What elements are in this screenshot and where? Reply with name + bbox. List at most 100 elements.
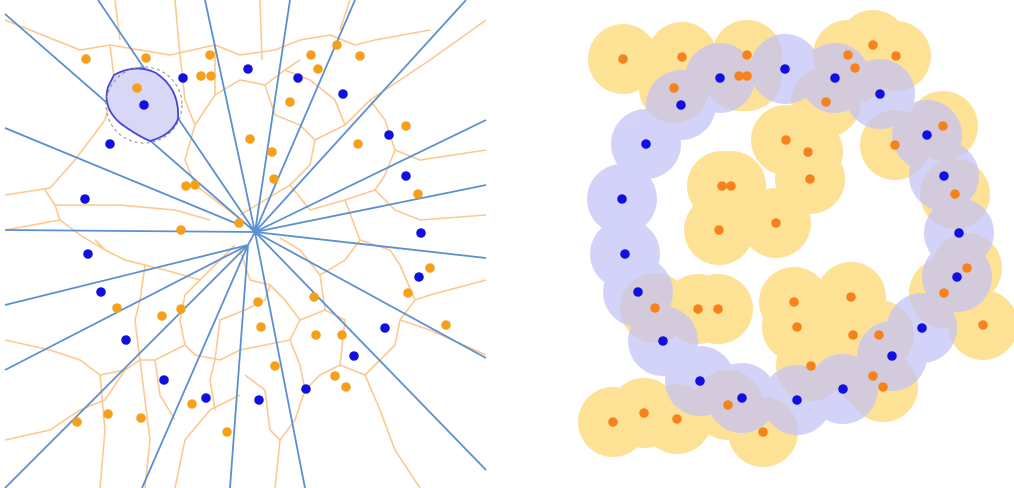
orange-point	[285, 97, 295, 107]
orange-point	[309, 292, 319, 302]
blue-point	[121, 335, 131, 345]
orange-point	[401, 121, 411, 131]
orange-point	[337, 330, 347, 340]
blue-line-edge	[4, 244, 249, 371]
voronoi-edge	[174, 394, 241, 488]
orange-point	[332, 40, 342, 50]
voronoi-edge	[99, 374, 106, 488]
orange-center	[846, 292, 856, 302]
orange-center	[805, 174, 815, 184]
orange-center	[639, 408, 649, 418]
disk-union-panel	[575, 0, 1014, 488]
blue-center	[617, 194, 627, 204]
blue-points	[80, 64, 426, 405]
blue-point	[83, 249, 93, 259]
orange-point	[306, 50, 316, 60]
blue-centers	[617, 64, 964, 405]
orange-center	[848, 330, 858, 340]
blue-line-edges	[4, 0, 487, 488]
voronoi-delaunay-panel	[0, 0, 490, 488]
blue-center	[658, 336, 668, 346]
blue-point	[349, 351, 359, 361]
orange-center	[693, 304, 703, 314]
voronoi-edge	[134, 264, 146, 361]
blue-line-edge	[254, 184, 487, 233]
orange-center	[843, 50, 853, 60]
blue-center	[917, 323, 927, 333]
blue-point	[301, 384, 311, 394]
voronoi-edge	[259, 0, 263, 61]
blue-point	[414, 272, 424, 282]
voronoi-edge	[219, 339, 291, 361]
orange-center	[723, 400, 733, 410]
voronoi-edge	[373, 149, 487, 221]
orange-point	[270, 361, 280, 371]
blue-line-edge	[254, 0, 356, 233]
blue-center	[695, 376, 705, 386]
orange-center	[868, 371, 878, 381]
orange-center	[878, 382, 888, 392]
blue-line-edge	[254, 0, 291, 233]
orange-center	[850, 63, 860, 73]
blue-point	[380, 323, 390, 333]
orange-center	[874, 330, 884, 340]
orange-center	[717, 181, 727, 191]
blue-center	[620, 249, 630, 259]
blue-center	[887, 351, 897, 361]
orange-point	[205, 50, 215, 60]
voronoi-edge	[214, 59, 301, 96]
orange-center	[821, 97, 831, 107]
orange-point	[269, 174, 279, 184]
orange-centers	[608, 40, 988, 437]
orange-center	[806, 361, 816, 371]
blue-line-edge	[229, 244, 249, 488]
blue-line-edge	[141, 244, 249, 488]
orange-point	[353, 139, 363, 149]
orange-center	[978, 320, 988, 330]
orange-point	[441, 320, 451, 330]
orange-center	[669, 83, 679, 93]
voronoi-edge	[344, 199, 401, 266]
blue-center	[676, 100, 686, 110]
voronoi-edge	[55, 204, 211, 221]
orange-center	[868, 40, 878, 50]
orange-point	[245, 134, 255, 144]
orange-points	[72, 40, 451, 437]
blue-point	[139, 100, 149, 110]
blue-center	[641, 139, 651, 149]
blue-point	[96, 287, 106, 297]
blue-line-edge	[4, 244, 249, 488]
blue-point	[201, 393, 211, 403]
blue-center	[633, 287, 643, 297]
blue-center	[830, 73, 840, 83]
voronoi-diagram	[4, 0, 487, 488]
orange-center	[950, 189, 960, 199]
blue-line-edge	[4, 127, 241, 226]
voronoi-edge	[239, 84, 316, 216]
voronoi-edge	[139, 359, 151, 488]
disk-union-diagram	[578, 10, 1014, 467]
orange-point	[181, 181, 191, 191]
blue-line-edge	[254, 119, 487, 233]
blue-point	[254, 395, 264, 405]
orange-point	[176, 225, 186, 235]
orange-center	[758, 427, 768, 437]
orange-center	[803, 147, 813, 157]
blue-point	[416, 228, 426, 238]
voronoi-edge	[174, 0, 181, 56]
voronoi-edge	[179, 54, 236, 216]
orange-point	[313, 64, 323, 74]
orange-point	[311, 330, 321, 340]
orange-point	[267, 147, 277, 157]
blue-line-edge	[247, 231, 256, 246]
voronoi-edge	[289, 309, 326, 391]
blue-line-edge	[254, 0, 467, 233]
orange-point	[141, 53, 151, 63]
dashed-circle	[105, 66, 183, 144]
orange-point	[206, 71, 216, 81]
blue-center	[939, 171, 949, 181]
blue-line-edge	[254, 231, 487, 259]
voronoi-edge	[364, 374, 421, 488]
orange-point	[222, 427, 232, 437]
voronoi-edge	[154, 359, 176, 421]
